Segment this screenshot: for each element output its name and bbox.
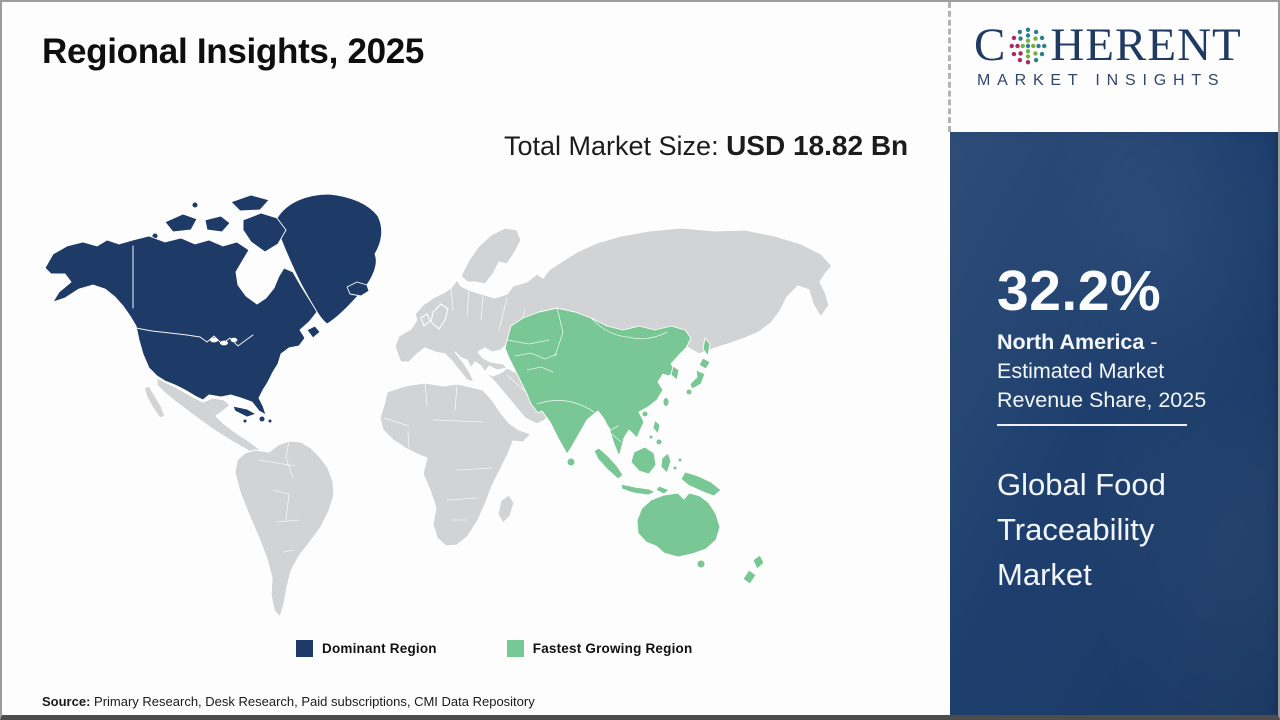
dominant-region-swatch xyxy=(296,640,313,657)
dominant-region-label: Dominant Region xyxy=(322,641,437,656)
region-north-america xyxy=(44,193,383,424)
brand-logo: C HERENT MARKET INSIGHTS xyxy=(974,22,1270,90)
brand-letter-c: C xyxy=(974,19,1007,71)
region-asia-pacific xyxy=(504,307,765,585)
market-share-value: 32.2% xyxy=(997,259,1162,323)
market-share-description: North America - Estimated Market Revenue… xyxy=(997,328,1249,415)
sidebar-divider xyxy=(997,424,1187,426)
source-line: Source: Primary Research, Desk Research,… xyxy=(42,694,535,709)
fastest-growing-region-label: Fastest Growing Region xyxy=(532,641,693,656)
sidebar-panel: 32.2% North America - Estimated Market R… xyxy=(950,132,1278,715)
brand-subtitle: MARKET INSIGHTS xyxy=(977,72,1226,89)
total-market-size: Total Market Size: USD 18.82 Bn xyxy=(504,126,924,166)
total-market-size-label: Total Market Size: xyxy=(504,131,727,161)
market-share-rest: - Estimated Market Revenue Share, 2025 xyxy=(997,330,1207,412)
world-map xyxy=(37,190,937,630)
globe-dots-icon xyxy=(1009,27,1047,64)
source-label: Source: xyxy=(42,694,91,709)
logo-divider-dashed-line xyxy=(948,2,951,132)
map-legend: Dominant Region Fastest Growing Region xyxy=(296,640,692,657)
legend-item-fastest-growing: Fastest Growing Region xyxy=(506,640,693,657)
market-name: Global Food Traceability Market xyxy=(997,467,1166,592)
total-market-size-value: USD 18.82 Bn xyxy=(726,130,909,161)
world-map-svg xyxy=(44,193,833,618)
brand-letters-rest: HERENT xyxy=(1050,19,1242,71)
page-title: Regional Insights, 2025 xyxy=(42,32,425,71)
region-other-land xyxy=(143,227,833,618)
source-text: Primary Research, Desk Research, Paid su… xyxy=(90,694,535,709)
market-share-region: North America xyxy=(997,330,1145,354)
brand-wordmark: C HERENT xyxy=(974,22,1270,69)
fastest-growing-region-swatch xyxy=(506,640,524,657)
legend-item-dominant: Dominant Region xyxy=(296,640,437,657)
